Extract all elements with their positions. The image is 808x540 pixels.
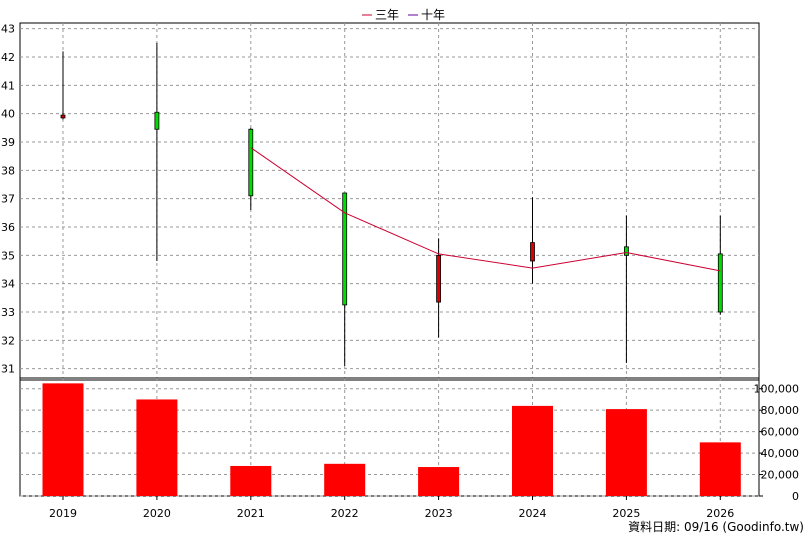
candle-body [248,128,254,197]
price-tick-label: 34 [1,278,15,291]
x-tick-label: 2022 [331,507,359,520]
volume-tick-label: 100,000 [754,383,800,396]
legend-label: 十年 [421,8,445,22]
candle-body [60,114,66,119]
price-tick-label: 43 [1,23,15,36]
volume-bar [605,409,647,496]
volume-plot-frame [19,377,760,497]
price-tick-label: 42 [1,51,15,64]
x-tick-label: 2026 [706,507,734,520]
candle-body [342,192,348,306]
price-tick-label: 41 [1,79,15,92]
volume-tick-label: 60,000 [761,426,800,439]
price-tick-label: 32 [1,334,15,347]
x-tick-label: 2020 [143,507,171,520]
data-date-footer: 資料日期: 09/16 (Goodinfo.tw) [628,520,804,534]
x-tick-label: 2019 [49,507,77,520]
ma-line-3yr [250,147,721,272]
price-tick-label: 38 [1,164,15,177]
volume-tick-label: 40,000 [761,447,800,460]
volume-bar [699,442,741,496]
price-tick-label: 39 [1,136,15,149]
price-plot-frame [19,22,760,381]
candle-body [154,111,160,130]
volume-bar [42,383,84,496]
candle-body [530,242,535,262]
volume-bar [418,467,460,496]
volume-bar [512,405,553,496]
price-panel: 31 32 33 34 35 36 37 38 39 40 41 42 43 [1,22,760,381]
legend-label: 三年 [375,8,399,22]
volume-bar [324,463,366,496]
x-tick-label: 2021 [237,507,265,520]
x-tick-label: 2023 [425,507,453,520]
price-tick-label: 33 [1,306,15,319]
price-tick-label: 35 [1,249,15,262]
x-tick-label: 2025 [612,507,640,520]
candle-body [624,246,629,256]
volume-bar [136,399,178,496]
candle-body [717,253,723,313]
chart-legend: 三年 十年 [362,8,445,22]
candle-body [436,254,442,303]
volume-panel: 0 20,000 40,000 60,000 80,000 100,000 [19,377,800,503]
x-axis: 2019 2020 2021 2022 2023 2024 2025 2026 [49,496,734,520]
x-tick-label: 2024 [519,507,547,520]
price-tick-label: 37 [1,193,15,206]
volume-bar [230,465,272,496]
price-tick-label: 31 [1,363,15,376]
price-tick-label: 40 [1,108,15,121]
price-tick-label: 36 [1,221,15,234]
volume-tick-label: 0 [792,490,799,503]
volume-tick-label: 80,000 [761,404,800,417]
volume-tick-label: 20,000 [761,469,800,482]
